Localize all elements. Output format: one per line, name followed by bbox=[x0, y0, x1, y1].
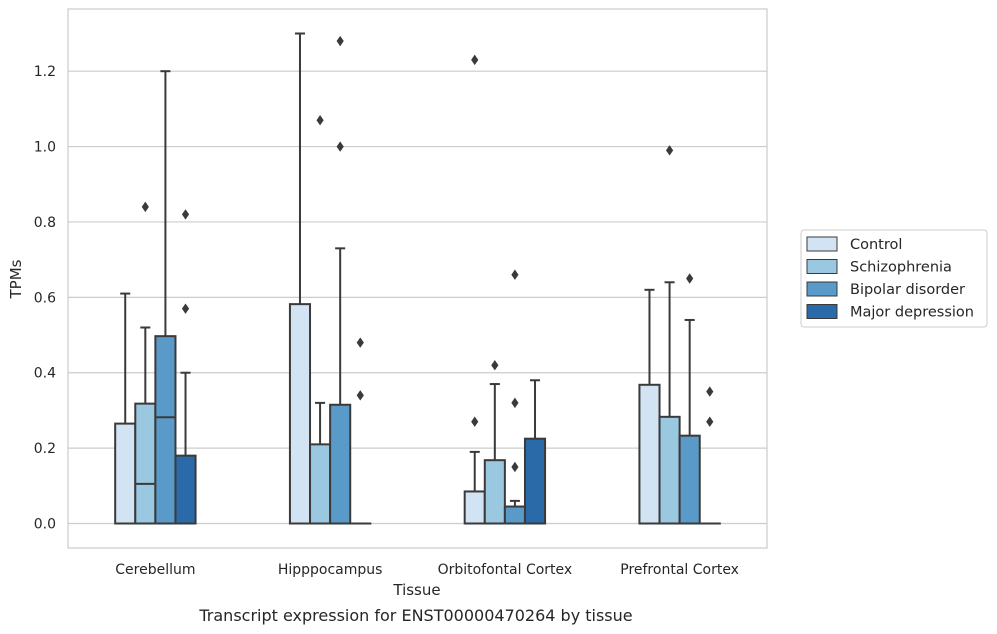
box-group bbox=[349, 337, 372, 525]
x-tick-label: Orbitofontal Cortex bbox=[438, 562, 573, 578]
box-rect bbox=[309, 443, 332, 525]
y-tick-label: 0.4 bbox=[34, 366, 56, 382]
box-rect bbox=[503, 505, 526, 525]
legend-swatch bbox=[806, 304, 838, 319]
outlier-point bbox=[316, 114, 324, 126]
y-tick-label: 0.2 bbox=[34, 441, 56, 457]
x-tick-label: Cerebellum bbox=[115, 562, 195, 578]
box-rect bbox=[114, 422, 137, 525]
y-tick-label: 1.2 bbox=[34, 64, 56, 80]
box-rect bbox=[483, 459, 506, 525]
outlier-point bbox=[706, 386, 714, 397]
outlier-point bbox=[141, 201, 149, 213]
legend-label: Bipolar disorder bbox=[850, 282, 965, 298]
box-group bbox=[678, 273, 701, 525]
legend-frame bbox=[800, 229, 988, 328]
legend: Control Schizophrenia Bipolar disorder Majo… bbox=[800, 229, 988, 328]
outlier-point bbox=[356, 390, 364, 401]
x-tick-labels: Cerebellum Hipppocampus Orbitofontal Corte… bbox=[115, 562, 739, 578]
legend-label: Major depression bbox=[850, 305, 974, 321]
legend-swatch bbox=[806, 236, 838, 252]
outlier-point bbox=[511, 269, 519, 280]
box-rect bbox=[174, 454, 197, 525]
box-group bbox=[288, 32, 312, 525]
y-tick-label: 0.6 bbox=[34, 290, 56, 306]
box-group bbox=[114, 292, 137, 525]
box-group bbox=[658, 145, 681, 525]
outlier-point bbox=[511, 461, 519, 473]
x-tick-label: Prefrontal Cortex bbox=[620, 562, 739, 578]
legend-swatch bbox=[806, 281, 838, 297]
box-rect bbox=[638, 383, 661, 525]
box-group bbox=[154, 70, 177, 525]
outlier-point bbox=[706, 416, 714, 427]
outlier-point bbox=[665, 145, 674, 156]
outlier-point bbox=[356, 337, 364, 348]
y-axis-label: TPMs bbox=[7, 259, 25, 299]
outlier-point bbox=[491, 359, 499, 371]
box-rect bbox=[678, 434, 701, 525]
legend-label: Control bbox=[850, 237, 902, 253]
legend-swatch bbox=[806, 259, 838, 274]
box-group bbox=[698, 386, 721, 525]
outlier-point bbox=[181, 303, 190, 314]
outlier-point bbox=[511, 397, 519, 409]
box-group bbox=[134, 201, 157, 525]
box-rect bbox=[463, 490, 486, 525]
outlier-point bbox=[686, 273, 694, 284]
box-group bbox=[174, 209, 197, 525]
box-rect bbox=[154, 335, 177, 525]
box-rect bbox=[658, 415, 681, 525]
y-tick-labels: 0.0 0.2 0.4 0.6 0.8 1.0 1.2 bbox=[34, 64, 56, 532]
box-group bbox=[463, 54, 486, 525]
x-axis-label: Tissue bbox=[392, 581, 440, 599]
y-tick-label: 1.0 bbox=[34, 140, 56, 156]
box-group bbox=[309, 114, 332, 525]
box-rect bbox=[288, 303, 312, 525]
box-rect bbox=[329, 403, 352, 525]
box-group bbox=[329, 35, 352, 525]
outlier-point bbox=[336, 141, 344, 152]
outlier-point bbox=[181, 209, 190, 220]
box-group bbox=[483, 359, 506, 525]
legend-label: Schizophrenia bbox=[850, 260, 952, 276]
box-rect bbox=[523, 437, 547, 525]
y-tick-label: 0.8 bbox=[34, 215, 56, 231]
plot-frame bbox=[67, 8, 768, 549]
boxes bbox=[114, 32, 721, 525]
box-group bbox=[503, 269, 526, 525]
figure-caption: Transcript expression for ENST0000047026… bbox=[199, 606, 633, 625]
box-group bbox=[638, 288, 661, 525]
box-rect bbox=[134, 402, 157, 525]
outlier-point bbox=[336, 35, 344, 47]
y-tick-label: 0.0 bbox=[34, 517, 56, 533]
outlier-point bbox=[471, 416, 479, 427]
box-group bbox=[523, 379, 547, 525]
x-tick-label: Hipppocampus bbox=[278, 562, 383, 578]
outlier-point bbox=[471, 54, 479, 66]
